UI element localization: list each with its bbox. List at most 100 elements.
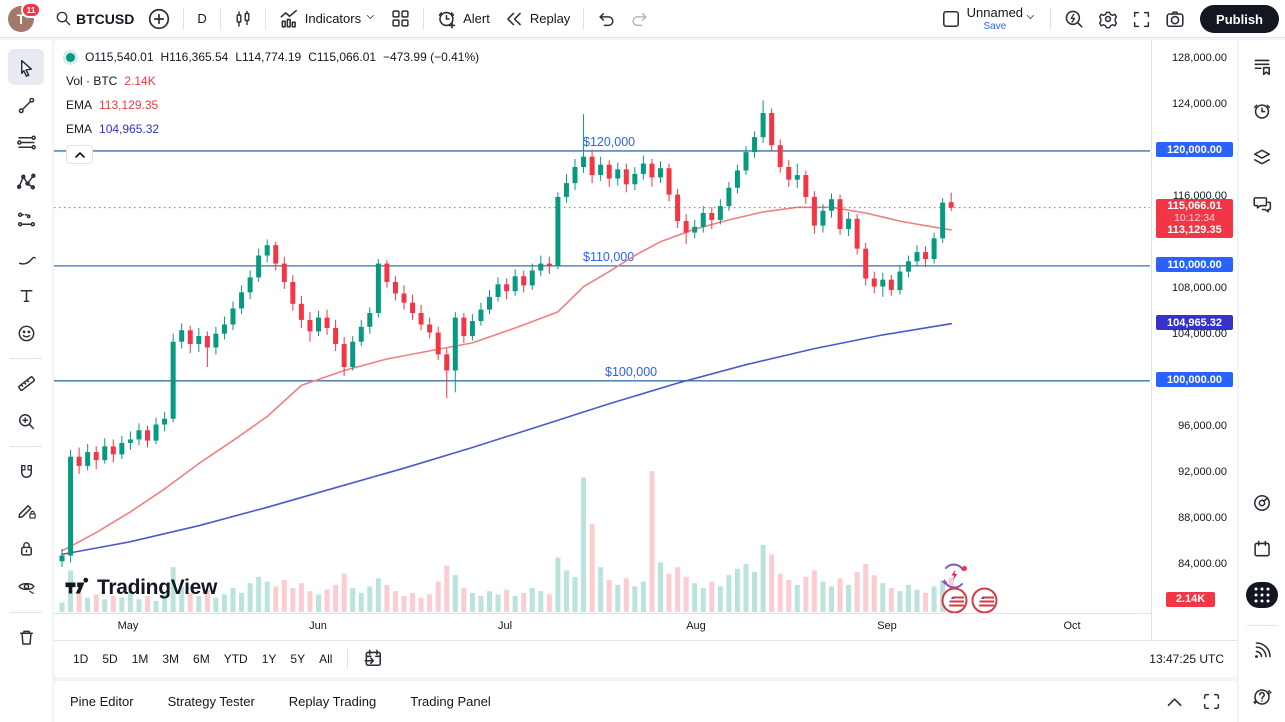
sidebar-calendar-button[interactable]: [1245, 532, 1279, 566]
volume-bar: [478, 596, 484, 612]
interval-button[interactable]: D: [190, 4, 213, 34]
volume-bar: [350, 588, 356, 612]
interval-label: D: [197, 11, 207, 26]
go-to-date-button[interactable]: [356, 644, 390, 675]
tool-hide-all[interactable]: [8, 568, 44, 604]
price-tick: 108,000.00: [1171, 282, 1227, 295]
legend-collapse-button[interactable]: [66, 145, 93, 164]
tool-magnet[interactable]: [8, 454, 44, 490]
range-all-button[interactable]: All: [319, 652, 333, 666]
sidebar-broadcast-button[interactable]: [1245, 634, 1279, 668]
user-avatar[interactable]: T 11: [8, 1, 41, 32]
replay-icon: [504, 9, 524, 29]
layout-name-wrap[interactable]: Unnamed Save: [967, 6, 1023, 32]
maximize-panel-button[interactable]: [1202, 692, 1221, 711]
save-link[interactable]: Save: [983, 20, 1007, 32]
range-1y-button[interactable]: 1Y: [261, 652, 277, 666]
events-lightning-icon[interactable]: [940, 562, 968, 595]
sidebar-apps-button[interactable]: [1245, 578, 1279, 612]
range-5d-button[interactable]: 5D: [102, 652, 118, 666]
chart-plot-area[interactable]: $120,000 $110,000 $100,000 TradingView: [54, 40, 1150, 613]
sidebar-help-button[interactable]: [1245, 680, 1279, 714]
legend-ohlc-row[interactable]: O115,540.01 H116,365.54 L114,774.19 C115…: [66, 48, 486, 66]
tool-emoji[interactable]: [8, 315, 44, 351]
candle-body: [675, 194, 681, 222]
avatar-initial: T: [16, 10, 26, 27]
legend-ema-fast-row[interactable]: EMA 113,129.35: [66, 96, 486, 114]
legend-volume-row[interactable]: Vol · BTC 2.14K: [66, 72, 486, 90]
replay-button[interactable]: Replay: [497, 4, 577, 34]
tab-pine-editor[interactable]: Pine Editor: [70, 694, 134, 709]
volume-bar: [273, 586, 279, 612]
tool-xabcd-pattern[interactable]: [8, 163, 44, 199]
ema-fast-line[interactable]: [61, 206, 953, 552]
compare-add-symbol-button[interactable]: [141, 4, 177, 34]
tool-cursor[interactable]: [8, 49, 44, 85]
volume-bar: [640, 581, 646, 612]
toolbar-divider: [1050, 8, 1052, 30]
tool-remove-all[interactable]: [8, 619, 44, 655]
undo-button[interactable]: [590, 4, 623, 34]
sidebar-object-tree-button[interactable]: [1245, 140, 1279, 174]
tool-edit-lock[interactable]: [8, 492, 44, 528]
tool-text-tool[interactable]: [8, 277, 44, 313]
price-axis[interactable]: 128,000.00 124,000.00 116,000.00 108,000.00…: [1151, 40, 1237, 667]
tool-projection[interactable]: [8, 201, 44, 237]
volume-bar: [162, 594, 168, 612]
volume-bar: [418, 597, 424, 612]
ema-label: EMA: [66, 122, 93, 136]
tool-ruler[interactable]: [8, 365, 44, 401]
tool-zoom-in[interactable]: [8, 403, 44, 439]
volume-bar: [538, 591, 544, 612]
publish-button[interactable]: Publish: [1200, 5, 1279, 33]
candle-body: [179, 330, 185, 342]
price-level-label: $110,000: [583, 250, 634, 264]
sidebar-alerts-button[interactable]: [1245, 94, 1279, 128]
volume-bar: [563, 570, 569, 612]
tool-trend-line[interactable]: [8, 87, 44, 123]
chart-style-button[interactable]: [227, 4, 259, 34]
range-6m-button[interactable]: 6M: [193, 652, 210, 666]
ema-slow-line[interactable]: [61, 322, 953, 556]
tab-strategy-tester[interactable]: Strategy Tester: [167, 694, 255, 709]
tab-replay-trading[interactable]: Replay Trading: [288, 694, 377, 709]
range-ytd-button[interactable]: YTD: [223, 652, 248, 666]
tab-trading-panel[interactable]: Trading Panel: [410, 694, 491, 709]
range-3m-button[interactable]: 3M: [162, 652, 180, 666]
time-axis[interactable]: May Jun Jul Aug Sep Oct: [54, 613, 1151, 640]
volume-bar: [110, 596, 116, 612]
volume-bar: [606, 580, 612, 612]
volume-bar: [444, 565, 450, 612]
timezone-clock[interactable]: 13:47:25 UTC: [1149, 652, 1224, 666]
indicators-button[interactable]: Indicators: [272, 4, 384, 34]
volume-bar: [666, 573, 672, 612]
candle-body: [427, 324, 433, 333]
sidebar-screener-button[interactable]: [1245, 486, 1279, 520]
volume-bar: [529, 588, 535, 612]
us-flag-event-icon[interactable]: [941, 587, 968, 613]
indicator-templates-button[interactable]: [384, 4, 417, 34]
us-flag-event-icon[interactable]: [971, 587, 998, 613]
quick-search-button[interactable]: [1057, 4, 1091, 34]
tool-brush[interactable]: [8, 239, 44, 275]
legend-ema-slow-row[interactable]: EMA 104,965.32: [66, 120, 486, 138]
layout-select-button[interactable]: Unnamed Save: [934, 4, 1044, 34]
sidebar-watchlist-button[interactable]: [1245, 49, 1279, 83]
snapshot-button[interactable]: [1158, 4, 1192, 34]
symbol-search-button[interactable]: BTCUSD: [48, 4, 141, 34]
redo-icon: [630, 9, 649, 28]
tool-horizontal-lines[interactable]: [8, 124, 44, 160]
sidebar-chat-button[interactable]: [1245, 187, 1279, 221]
fullscreen-button[interactable]: [1125, 4, 1158, 34]
tool-lock-all[interactable]: [8, 530, 44, 566]
range-1m-button[interactable]: 1M: [131, 652, 149, 666]
chart-settings-button[interactable]: [1091, 4, 1125, 34]
range-5y-button[interactable]: 5Y: [290, 652, 306, 666]
alert-button[interactable]: Alert: [430, 4, 497, 34]
redo-button[interactable]: [623, 4, 656, 34]
expand-panel-button[interactable]: [1164, 692, 1184, 712]
candle-body: [290, 281, 296, 304]
bar-countdown: 10:12:34: [1174, 212, 1215, 225]
drawing-toolbar: [0, 40, 52, 722]
range-1d-button[interactable]: 1D: [73, 652, 89, 666]
